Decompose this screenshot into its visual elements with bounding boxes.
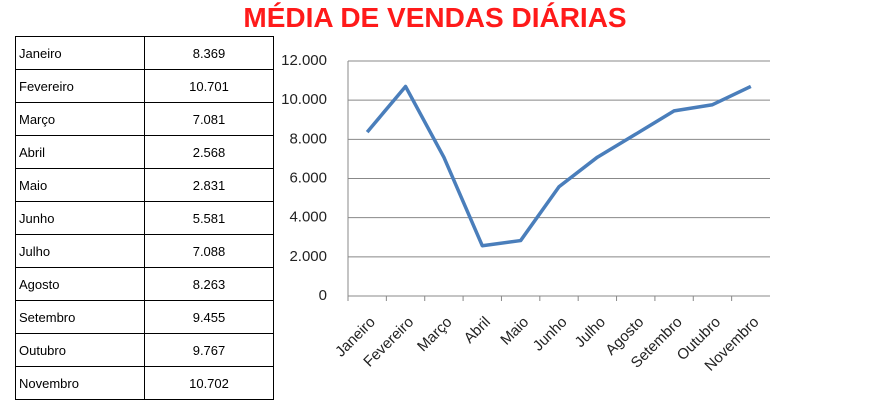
table-row: Junho 5.581 xyxy=(15,201,274,235)
y-tick-label: 8.000 xyxy=(289,130,327,147)
table-row: Outubro 9.767 xyxy=(15,333,274,367)
row-value: 8.369 xyxy=(144,36,274,70)
table-row: Novembro 10.702 xyxy=(15,366,274,400)
table-row: Setembro 9.455 xyxy=(15,300,274,334)
row-value: 9.767 xyxy=(144,333,274,367)
chart-title: MÉDIA DE VENDAS DIÁRIAS xyxy=(243,2,627,33)
row-value: 9.455 xyxy=(144,300,274,334)
y-tick-label: 6.000 xyxy=(289,169,327,186)
table-row: Julho 7.088 xyxy=(15,234,274,268)
row-label: Março xyxy=(15,102,145,136)
row-label: Setembro xyxy=(15,300,145,334)
table-row: Agosto 8.263 xyxy=(15,267,274,301)
row-label: Janeiro xyxy=(15,36,145,70)
y-tick-label: 2.000 xyxy=(289,248,327,265)
x-tick-label: Junho xyxy=(530,314,571,355)
row-label: Abril xyxy=(15,135,145,169)
row-label: Julho xyxy=(15,234,145,268)
y-tick-label: 4.000 xyxy=(289,209,327,226)
row-value: 8.263 xyxy=(144,267,274,301)
row-label: Maio xyxy=(15,168,145,202)
x-tick-label: Maio xyxy=(497,314,532,349)
y-tick-label: 0 xyxy=(319,287,327,304)
row-value: 2.831 xyxy=(144,168,274,202)
table-row: Maio 2.831 xyxy=(15,168,274,202)
row-label: Junho xyxy=(15,201,145,235)
x-tick-label: Março xyxy=(414,314,455,355)
data-table: Janeiro 8.369 Fevereiro 10.701 Março 7.081 Abr… xyxy=(15,36,274,400)
row-value: 10.702 xyxy=(144,366,274,400)
line-series xyxy=(365,84,752,248)
y-tick-label: 10.000 xyxy=(281,91,327,108)
table-row: Abril 2.568 xyxy=(15,135,274,169)
table-row: Janeiro 8.369 xyxy=(15,36,274,70)
row-value: 7.081 xyxy=(144,102,274,136)
y-tick-label: 12.000 xyxy=(281,52,327,69)
x-tick-label: Abril xyxy=(461,314,494,347)
row-value: 5.581 xyxy=(144,201,274,235)
table-row: Março 7.081 xyxy=(15,102,274,136)
row-label: Fevereiro xyxy=(15,69,145,103)
